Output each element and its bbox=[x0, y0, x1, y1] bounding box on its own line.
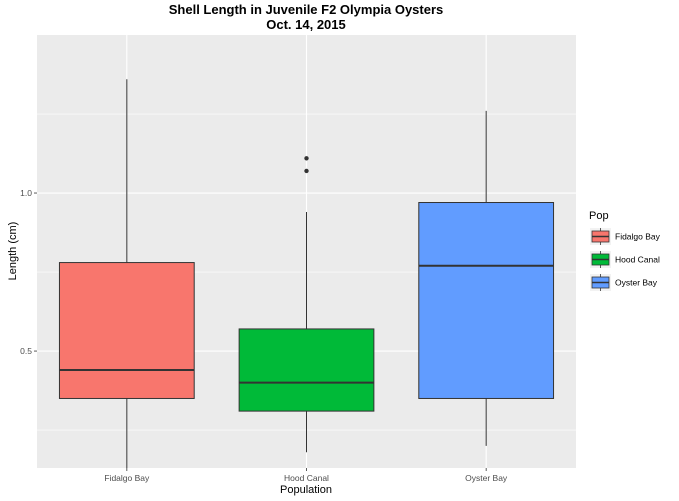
y-axis-title: Length (cm) bbox=[7, 222, 19, 281]
outlier-point bbox=[304, 156, 309, 161]
y-tick-label: 0.5 bbox=[20, 346, 32, 356]
legend-item: Oyster Bay bbox=[590, 274, 658, 291]
x-tick-label: Oyster Bay bbox=[465, 473, 508, 483]
outlier-point bbox=[304, 168, 309, 174]
legend-item: Hood Canal bbox=[590, 251, 660, 268]
chart-subtitle: Oct. 14, 2015 bbox=[266, 17, 346, 32]
x-axis-title: Population bbox=[280, 484, 332, 496]
legend-label: Fidalgo Bay bbox=[615, 232, 661, 242]
box-iqr bbox=[238, 328, 375, 412]
box-iqr bbox=[58, 262, 195, 399]
legend: Pop Fidalgo Bay Hood Canal Oyster Bay bbox=[589, 210, 661, 291]
box-hood-canal bbox=[238, 156, 375, 453]
legend-label: Hood Canal bbox=[615, 255, 660, 265]
box-iqr bbox=[418, 202, 555, 399]
box-fidalgo-bay bbox=[58, 79, 195, 468]
x-tick-label: Hood Canal bbox=[284, 473, 329, 483]
box-oyster-bay bbox=[418, 110, 555, 446]
chart-title: Shell Length in Juvenile F2 Olympia Oyst… bbox=[169, 2, 444, 17]
x-tick-label: Fidalgo Bay bbox=[104, 473, 150, 483]
legend-title: Pop bbox=[589, 210, 609, 222]
y-axis-ticks: 0.5 1.0 bbox=[20, 188, 37, 356]
x-axis-ticks: Fidalgo Bay Hood Canal Oyster Bay bbox=[104, 468, 508, 483]
legend-item: Fidalgo Bay bbox=[590, 228, 661, 245]
legend-label: Oyster Bay bbox=[615, 278, 658, 288]
box-group bbox=[58, 79, 555, 468]
y-tick-label: 1.0 bbox=[20, 188, 32, 198]
